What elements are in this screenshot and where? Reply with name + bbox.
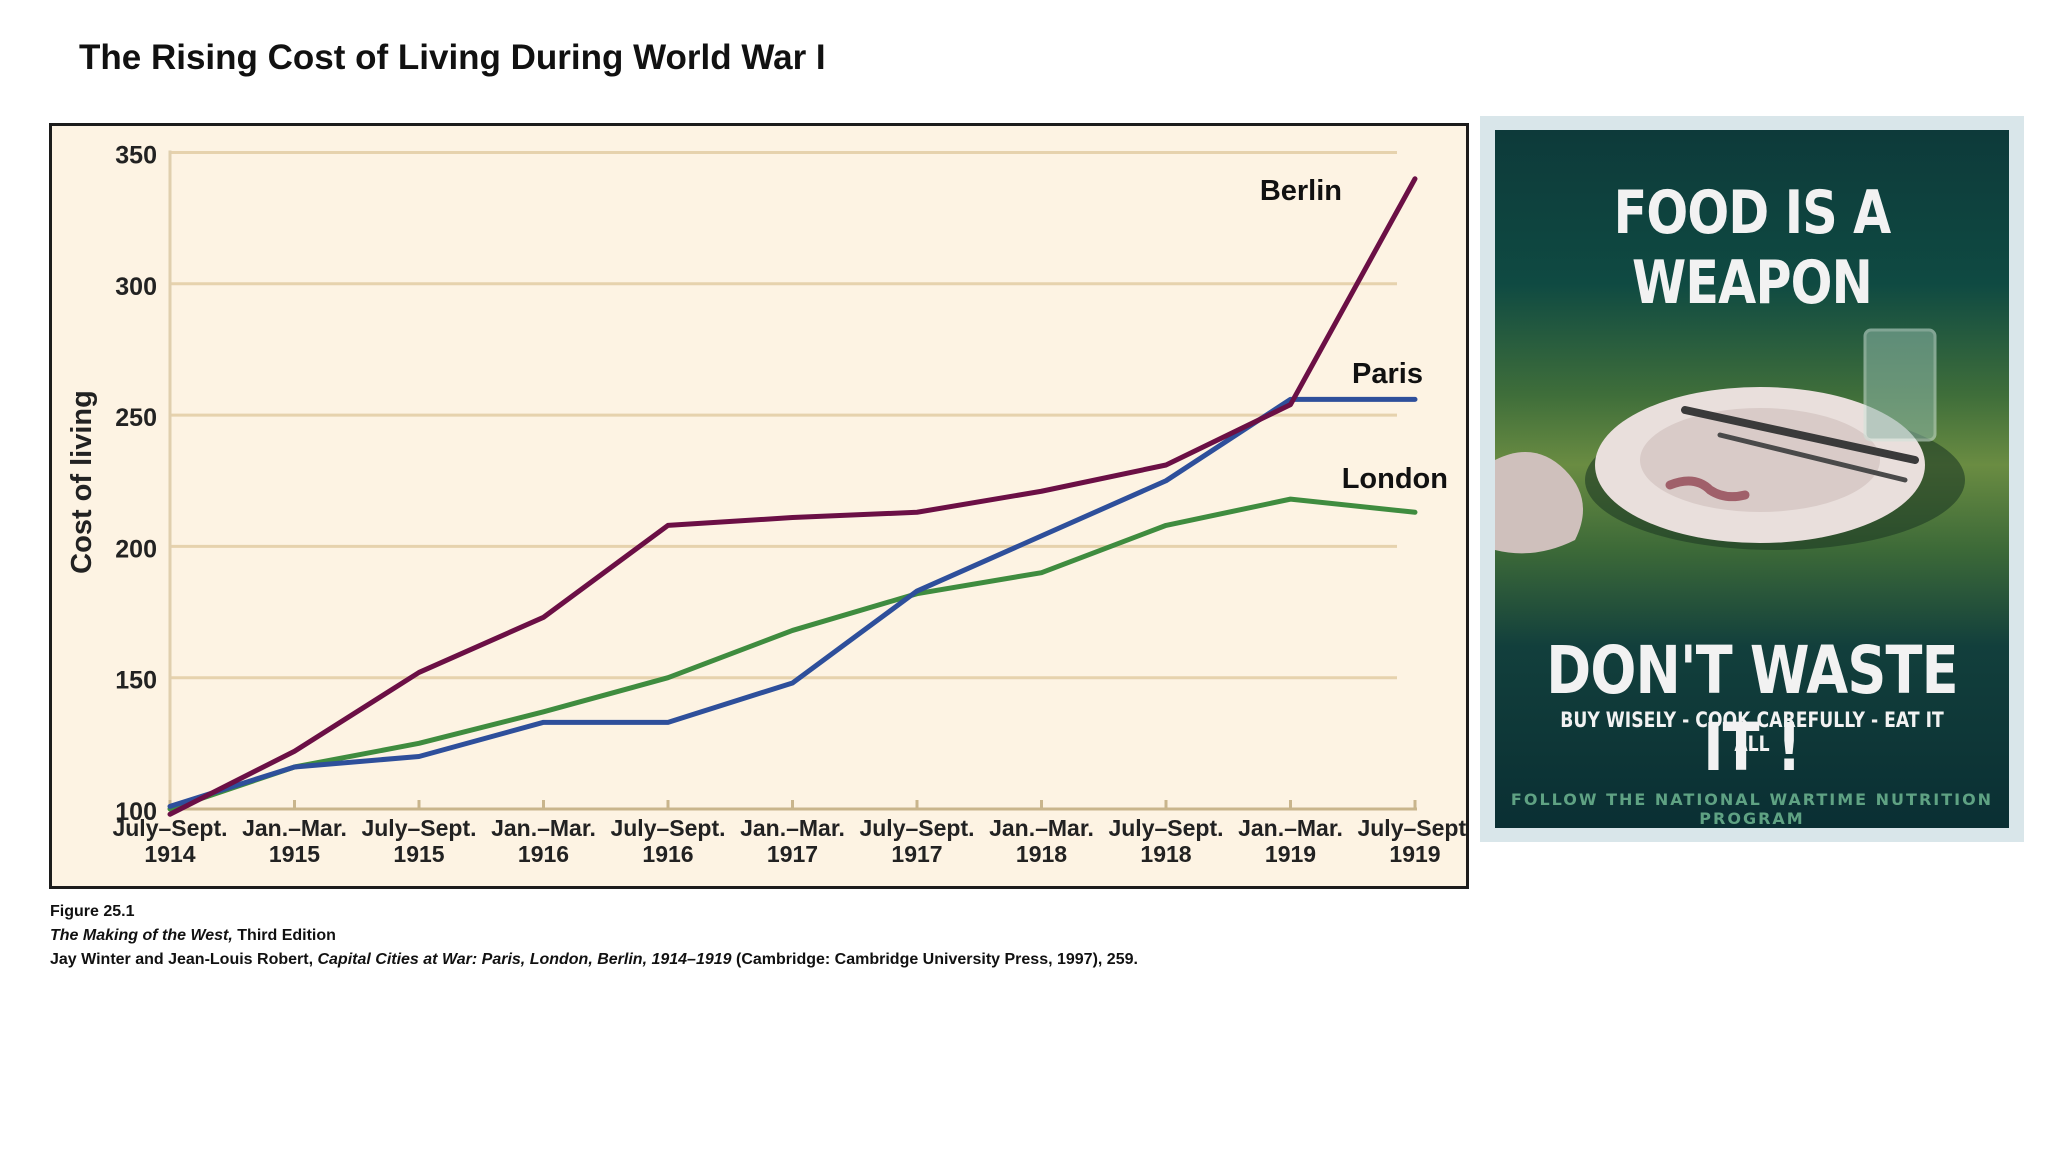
- wartime-poster: FOOD IS A WEAPON DON'T WASTE IT ! BUY WI…: [1480, 116, 2024, 842]
- knife-shape: [1681, 406, 1919, 464]
- x-tick-label: July–Sept. 1917: [859, 815, 974, 867]
- series-line-berlin: [167, 176, 1418, 817]
- book-edition: Third Edition: [232, 927, 336, 944]
- figure-number: Figure 25.1: [50, 903, 135, 920]
- x-tick-label: Jan.–Mar. 1917: [740, 815, 845, 867]
- series-line-london: [167, 496, 1418, 812]
- source-title: Capital Cities at War: Paris, London, Be…: [317, 951, 732, 968]
- series-label-london: London: [1342, 463, 1448, 495]
- x-tick-label: July–Sept. 1915: [361, 815, 476, 867]
- series-label-paris: Paris: [1352, 358, 1423, 390]
- napkin-shape: [1495, 452, 1583, 554]
- y-tick-label: 150: [115, 667, 157, 695]
- poster-slogan: DON'T WASTE IT !: [1546, 632, 1958, 786]
- x-tick-label: July–Sept. 1918: [1108, 815, 1223, 867]
- y-tick-label: 100: [115, 798, 157, 826]
- book-title: The Making of the West,: [50, 927, 233, 944]
- cost-of-living-chart: 100 150 200 250 300 350 July–Sept. 1914 Jan.–Mar…: [66, 142, 1466, 868]
- poster-artwork: FOOD IS A WEAPON DON'T WASTE IT ! BUY WI…: [1495, 130, 2009, 828]
- poster-footer: FOLLOW THE NATIONAL WARTIME NUTRITION PR…: [1510, 790, 1994, 828]
- plate-illustration: [1495, 328, 1965, 554]
- fork-shape: [1717, 432, 1908, 483]
- y-tick-label: 200: [115, 535, 157, 563]
- y-axis-title: Cost of living: [66, 390, 98, 574]
- x-tick-label: Jan.–Mar. 1918: [989, 815, 1094, 867]
- slide-title: The Rising Cost of Living During World W…: [79, 38, 826, 77]
- x-tick-label: Jan.–Mar. 1916: [491, 815, 596, 867]
- x-tick-label: July–Sept. 1919: [1357, 815, 1466, 867]
- x-tick-label: July–Sept. 1916: [610, 815, 725, 867]
- series-line-paris: [167, 396, 1418, 809]
- poster-headline: FOOD IS A WEAPON: [1613, 178, 1892, 318]
- poster-subline: BUY WISELY - COOK CAREFULLY - EAT IT ALL: [1560, 708, 1944, 756]
- source-rest: (Cambridge: Cambridge University Press, …: [731, 951, 1138, 968]
- y-tick-label: 350: [115, 142, 157, 170]
- bone-scraps-shape: [1665, 476, 1750, 502]
- source-citation: Jay Winter and Jean-Louis Robert, Capita…: [50, 948, 1138, 972]
- source-authors: Jay Winter and Jean-Louis Robert,: [50, 951, 318, 968]
- x-tick-label: Jan.–Mar. 1915: [242, 815, 347, 867]
- chart-frame: 100 150 200 250 300 350 July–Sept. 1914 Jan.–Mar…: [49, 123, 1469, 889]
- book-citation: The Making of the West, Third Edition: [50, 924, 1138, 948]
- figure-caption: Figure 25.1 The Making of the West, Thir…: [50, 900, 1138, 972]
- series-label-berlin: Berlin: [1260, 175, 1342, 207]
- y-tick-label: 300: [115, 273, 157, 301]
- y-tick-label: 250: [115, 404, 157, 432]
- glass-shape: [1863, 328, 1937, 442]
- x-tick-label: Jan.–Mar. 1919: [1238, 815, 1343, 867]
- x-tick-label: July–Sept. 1914: [112, 815, 227, 867]
